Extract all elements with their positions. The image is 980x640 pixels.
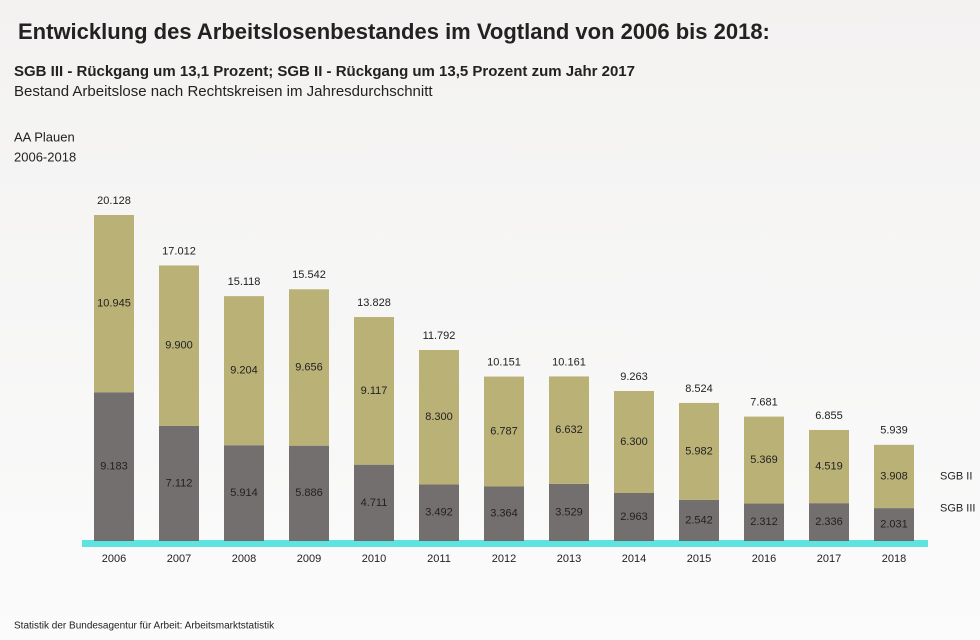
total-label: 11.792 <box>423 330 456 342</box>
bar-segment <box>679 499 719 541</box>
bar-segment <box>549 483 589 541</box>
total-label: 9.263 <box>620 371 648 383</box>
value-label: 3.529 <box>555 506 583 518</box>
bar-segment <box>614 390 654 494</box>
value-label: 10.945 <box>97 298 131 310</box>
bar-segment <box>354 464 394 541</box>
bar-segment <box>874 444 914 509</box>
total-label: 6.855 <box>815 410 843 422</box>
bar-segment <box>289 445 329 541</box>
bar-segment <box>614 493 654 541</box>
value-label: 9.117 <box>361 385 388 397</box>
x-tick-label: 2017 <box>817 553 841 565</box>
x-tick-label: 2010 <box>362 553 386 565</box>
total-label: 15.118 <box>228 276 261 288</box>
value-label: 8.300 <box>425 411 453 423</box>
period: 2006-2018 <box>14 149 76 164</box>
x-tick-label: 2013 <box>557 553 581 565</box>
value-label: 6.787 <box>490 425 518 437</box>
bar-segment <box>484 486 524 541</box>
total-label: 10.161 <box>552 356 586 368</box>
x-tick-label: 2016 <box>752 553 776 565</box>
value-label: 2.542 <box>685 514 713 526</box>
x-tick-label: 2014 <box>622 553 646 565</box>
x-tick-label: 2007 <box>167 553 191 565</box>
value-label: 5.369 <box>750 454 778 466</box>
bar-segment <box>94 392 134 541</box>
value-label: 2.963 <box>620 511 648 523</box>
value-label: 6.632 <box>555 424 583 436</box>
bar-segment <box>224 445 264 541</box>
bar-segment <box>744 416 784 504</box>
baseline <box>82 540 928 547</box>
bar-segment <box>744 503 784 541</box>
value-label: 3.908 <box>880 470 908 482</box>
value-label: 9.656 <box>295 361 323 373</box>
total-label: 10.151 <box>487 356 521 368</box>
value-label: 4.519 <box>815 460 843 472</box>
x-tick-label: 2006 <box>102 553 126 565</box>
bar-segment <box>549 376 589 484</box>
value-label: 2.312 <box>750 516 778 528</box>
value-label: 6.300 <box>620 436 648 448</box>
bar-segment <box>484 376 524 487</box>
bar-segment <box>159 265 199 426</box>
chart-title: Entwicklung des Arbeitslosenbestandes im… <box>18 19 770 44</box>
value-label: 3.364 <box>490 508 518 520</box>
value-label: 5.982 <box>685 445 713 457</box>
bar-segment <box>874 508 914 541</box>
value-label: 2.031 <box>880 518 908 530</box>
value-label: 9.204 <box>230 365 258 377</box>
x-tick-label: 2009 <box>297 553 321 565</box>
value-label: 5.914 <box>230 487 258 499</box>
value-label: 7.112 <box>166 477 193 489</box>
bar-segment <box>809 429 849 504</box>
bar-segment <box>419 484 459 541</box>
subtitle: SGB III - Rückgang um 13,1 Prozent; SGB … <box>14 63 635 80</box>
total-label: 17.012 <box>162 245 196 257</box>
value-label: 5.886 <box>295 487 323 499</box>
total-label: 20.128 <box>97 195 131 207</box>
bar-segment <box>679 402 719 500</box>
x-tick-label: 2015 <box>687 553 711 565</box>
total-label: 7.681 <box>750 397 778 409</box>
x-tick-label: 2018 <box>882 553 906 565</box>
source: Statistik der Bundesagentur für Arbeit: … <box>14 621 275 632</box>
legend-label: SGB II <box>940 470 972 482</box>
total-label: 13.828 <box>357 297 391 309</box>
bar-segment <box>419 350 459 485</box>
total-label: 8.524 <box>685 383 713 395</box>
legend-label: SGB III <box>940 502 975 514</box>
value-label: 4.711 <box>361 497 388 509</box>
total-label: 5.939 <box>880 425 908 437</box>
total-label: 15.542 <box>292 269 326 281</box>
bar-segment <box>809 503 849 541</box>
region: AA Plauen <box>14 129 75 144</box>
value-label: 9.183 <box>100 461 128 473</box>
bar-segment <box>159 425 199 541</box>
bar-segment <box>94 215 134 393</box>
bar-segment <box>354 317 394 465</box>
value-label: 9.900 <box>165 340 193 352</box>
x-tick-label: 2012 <box>492 553 516 565</box>
value-label: 2.336 <box>815 516 843 528</box>
x-tick-label: 2008 <box>232 553 256 565</box>
bar-segment <box>224 296 264 446</box>
bar-segment <box>289 289 329 446</box>
subtitle: Bestand Arbeitslose nach Rechtskreisen i… <box>14 83 433 100</box>
x-tick-label: 2011 <box>427 553 451 565</box>
value-label: 3.492 <box>425 507 453 519</box>
